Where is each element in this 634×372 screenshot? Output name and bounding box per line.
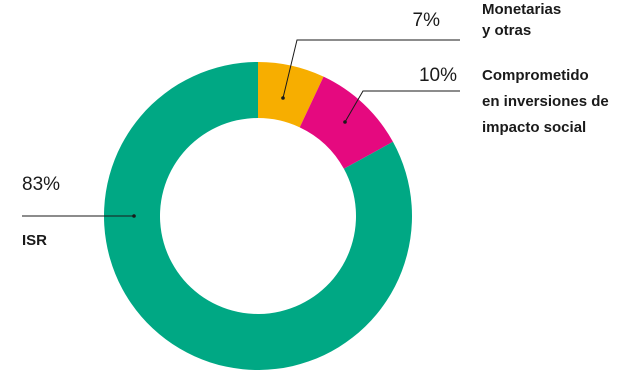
leader-line-2 [344,90,460,123]
annotations: 7% Monetarias y otras 10% Comprometido en inv… [22,1,609,249]
donut-slice-3 [104,62,413,371]
slice-category-label-1: Monetarias y otras [482,1,561,39]
donut-slices [104,62,413,371]
slice-percent-label-2: 10% [419,65,457,86]
leader-dot-2 [343,120,347,124]
slice-category-label-3: ISR [22,232,47,249]
slice-percent-label-1: 7% [413,10,441,31]
slice-percent-label-3: 83% [22,174,60,195]
donut-slice-1 [258,62,324,128]
leader-dot-3 [132,214,136,218]
leader-line-1 [282,39,460,99]
leader-dot-1 [281,96,285,100]
slice-category-label-2: Comprometido en inversiones de impacto soc… [482,67,609,136]
